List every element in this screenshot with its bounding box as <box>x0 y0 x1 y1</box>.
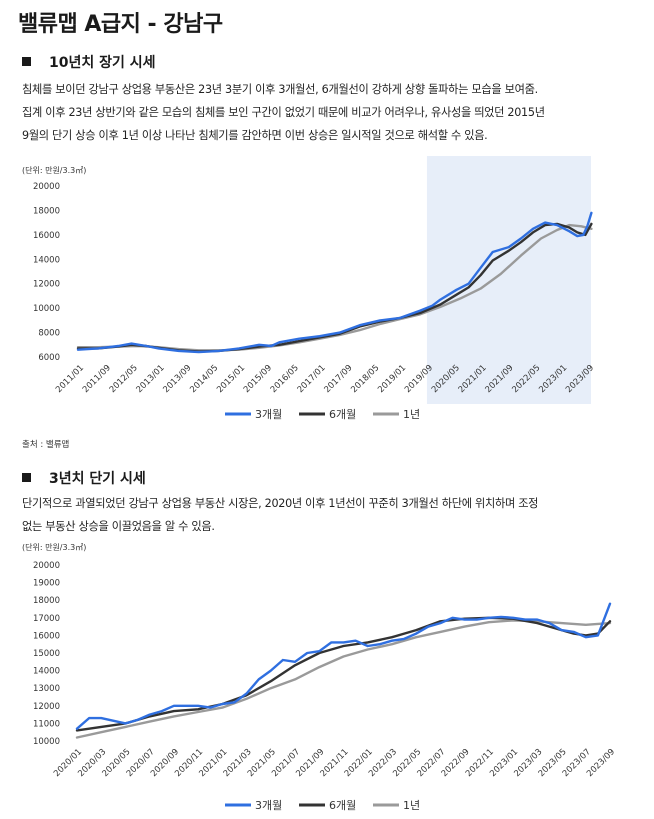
square-bullet-icon <box>22 473 31 482</box>
x-tick-label: 2016/05 <box>269 363 301 395</box>
x-tick-label: 2017/01 <box>296 363 328 395</box>
paragraph-line: 단기적으로 과열되었던 강남구 상업용 부동산 시장은, 2020년 이후 1년… <box>22 497 539 510</box>
y-tick-label: 15000 <box>33 649 60 659</box>
y-tick-label: 20000 <box>33 561 60 571</box>
x-tick-label: 2014/05 <box>188 363 220 395</box>
y-tick-label: 17000 <box>33 614 60 624</box>
section-heading-long-term: 10년치 장기 시세 <box>22 52 156 72</box>
y-tick-label: 10000 <box>33 304 60 314</box>
y-tick-label: 11000 <box>33 719 60 729</box>
chart2-unit-label: (단위: 만원/3.3㎡) <box>22 543 87 552</box>
x-tick-label: 2013/01 <box>135 363 167 395</box>
legend-label: 6개월 <box>329 799 356 812</box>
x-tick-label: 2011/01 <box>54 363 86 395</box>
legend-label: 3개월 <box>255 408 282 421</box>
y-tick-label: 20000 <box>33 182 60 192</box>
paragraph-line: 침체를 보이던 강남구 상업용 부동산은 23년 3분기 이후 3개월선, 6개… <box>22 83 538 96</box>
long-term-price-chart: 2000018000160001400012000100008000600020… <box>33 156 596 421</box>
highlight-band <box>426 156 591 404</box>
x-tick-label: 2019/01 <box>376 363 408 395</box>
y-tick-label: 16000 <box>33 631 60 641</box>
x-tick-label: 2013/09 <box>161 363 193 395</box>
chart1-unit-label: (단위: 만원/3.3㎡) <box>22 166 87 175</box>
y-tick-label: 18000 <box>33 206 60 216</box>
series-line-m3 <box>75 602 612 730</box>
square-bullet-icon <box>22 57 31 66</box>
y-tick-label: 14000 <box>33 667 60 677</box>
x-tick-label: 2018/05 <box>349 363 381 395</box>
page-title: 밸류맵 A급지 - 강남구 <box>18 12 223 37</box>
y-tick-label: 12000 <box>33 280 60 290</box>
y-tick-label: 14000 <box>33 255 60 265</box>
y-tick-label: 8000 <box>38 329 60 339</box>
series-line-m3 <box>76 211 593 354</box>
x-tick-label: 2015/01 <box>215 363 247 395</box>
x-tick-label: 2011/09 <box>81 363 113 395</box>
x-tick-label: 2017/09 <box>323 363 355 395</box>
short-term-price-chart: 20000 19000 18000 17000 16000 15000 14000 13000… <box>33 561 617 812</box>
y-tick-label: 13000 <box>33 684 60 694</box>
paragraph-line: 9월의 단기 상승 이후 1년 이상 나타난 침체기를 감안하면 이번 상승은 … <box>22 129 488 142</box>
series-line-y1 <box>75 619 612 739</box>
y-tick-label: 18000 <box>33 596 60 606</box>
section-heading-text: 10년치 장기 시세 <box>49 55 156 71</box>
section-heading-short-term: 3년치 단기 시세 <box>22 468 146 488</box>
section2-paragraph: 단기적으로 과열되었던 강남구 상업용 부동산 시장은, 2020년 이후 1년… <box>22 492 648 538</box>
legend-label: 6개월 <box>329 408 356 421</box>
y-tick-label: 19000 <box>33 579 60 589</box>
y-tick-label: 12000 <box>33 702 60 712</box>
legend-label: 3개월 <box>255 799 282 812</box>
y-tick-label: 6000 <box>38 353 60 363</box>
source-label: 출처 : 밸류맵 <box>22 440 70 450</box>
paragraph-line: 없는 부동산 상승을 이끌었음을 알 수 있음. <box>22 520 215 533</box>
y-tick-label: 16000 <box>33 231 60 241</box>
x-tick-label: 2012/05 <box>108 363 140 395</box>
x-tick-label: 2015/09 <box>242 363 274 395</box>
section1-paragraph: 침체를 보이던 강남구 상업용 부동산은 23년 3분기 이후 3개월선, 6개… <box>22 78 648 147</box>
legend-label: 1년 <box>403 799 420 812</box>
legend-label: 1년 <box>403 408 420 421</box>
section-heading-text: 3년치 단기 시세 <box>49 471 146 487</box>
paragraph-line: 집계 이후 23년 상반기와 같은 모습의 침체를 보인 구간이 없었기 때문에… <box>22 106 545 119</box>
y-tick-label: 10000 <box>33 737 60 747</box>
